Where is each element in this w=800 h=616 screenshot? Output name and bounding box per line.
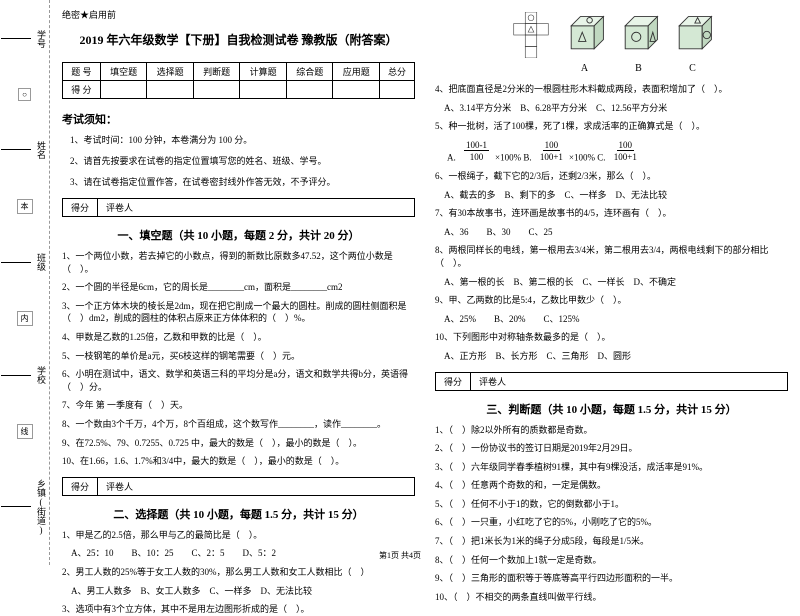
q2-10o: A、正方形 B、长方形 C、三角形 D、圆形 bbox=[435, 350, 788, 363]
q2-5: 5、种一批树，活了100棵，死了1棵，求成活率的正确算式是（ ）。 bbox=[435, 120, 788, 133]
q2-3: 3、选项中有3个立方体，其中不是用左边图形折成的是（ ）。 bbox=[62, 603, 415, 616]
score-table: 题 号 填空题 选择题 判断题 计算题 综合题 应用题 总分 得 分 bbox=[62, 62, 415, 99]
q2-6o: A、截去的多 B、剩下的多 C、一样多 D、无法比较 bbox=[435, 189, 788, 202]
q1-6: 6、小明在测试中，语文、数学和英语三科的平均分是a分，语文和数学共得b分，英语得… bbox=[62, 368, 415, 393]
q3-3: 3、（ ）六年级同学春季植树91棵，其中有9棵没活，成活率是91%。 bbox=[435, 461, 788, 474]
th-2: 选择题 bbox=[147, 63, 194, 81]
q1-9: 9、在72.5%、79、0.7255、0.725 中，最大的数是（ ），最小的数… bbox=[62, 437, 415, 450]
q1-10: 10、在1.66，1.6、1.7%和3/4中，最大的数是（ ），最小的数是（ ）… bbox=[62, 455, 415, 468]
cube-option-a: A bbox=[562, 12, 608, 74]
cube-net bbox=[508, 12, 554, 74]
cube-option-b: B bbox=[616, 12, 662, 74]
secret-label: 绝密★启用前 bbox=[62, 8, 415, 21]
q3-2: 2、（ ）一份协议书的签订日期是2019年2月29日。 bbox=[435, 442, 788, 455]
formula-c: 100100+1 bbox=[614, 139, 637, 164]
q1-1: 1、一个两位小数，若去掉它的小数点，得到的新数比原数多47.52，这个两位小数是… bbox=[62, 250, 415, 275]
th-7: 总分 bbox=[380, 63, 415, 81]
score-box-1: 得分 评卷人 bbox=[62, 198, 415, 217]
q2-1o: A、25：10 B、10：25 C、2：5 D、5：2 bbox=[62, 547, 415, 560]
formula-a: 100-1100 bbox=[464, 139, 489, 164]
score-box-2: 得分 评卷人 bbox=[62, 477, 415, 496]
marker-nei: 内 bbox=[17, 311, 33, 326]
q1-7: 7、今年 第 一季度有（ ）天。 bbox=[62, 399, 415, 412]
section2-title: 二、选择题（共 10 小题，每题 1.5 分，共计 15 分） bbox=[62, 506, 415, 522]
score-box-3: 得分 评卷人 bbox=[435, 372, 788, 391]
q1-5: 5、一枝钢笔的单价是a元，买6枝这样的钢笔需要（ ）元。 bbox=[62, 350, 415, 363]
q1-8: 8、一个数由3个千万，4个万，8个百组成，这个数写作________，读作___… bbox=[62, 418, 415, 431]
notice-2: 2、请首先按要求在试卷的指定位置填写您的姓名、班级、学号。 bbox=[62, 154, 415, 167]
q3-1: 1、（ ）除2以外所有的质数都是奇数。 bbox=[435, 424, 788, 437]
q2-2: 2、男工人数的25%等于女工人数的30%，那么男工人数和女工人数相比（ ） bbox=[62, 566, 415, 579]
q3-9: 9、（ ）三角形的面积等于等底等高平行四边形面积的一半。 bbox=[435, 572, 788, 585]
q3-7: 7、（ ）把1米长为1米的绳子分成5段，每段是1/5米。 bbox=[435, 535, 788, 548]
sidebar-field-xingming: 姓名 bbox=[1, 141, 48, 159]
marker-ben: 本 bbox=[17, 199, 33, 214]
th-5: 综合题 bbox=[286, 63, 333, 81]
q2-1: 1、甲是乙的2.5倍，那么甲与乙的最简比是（ ）。 bbox=[62, 529, 415, 542]
left-column: 绝密★启用前 2019 年六年级数学【下册】自我检测试卷 豫教版（附答案） 题 … bbox=[62, 8, 415, 557]
exam-title: 2019 年六年级数学【下册】自我检测试卷 豫教版（附答案） bbox=[62, 31, 415, 48]
sidebar-field-banji: 班级 bbox=[1, 253, 48, 271]
th-4: 计算题 bbox=[240, 63, 287, 81]
q2-7o: A、36 B、30 C、25 bbox=[435, 226, 788, 239]
notice-title: 考试须知： bbox=[62, 111, 415, 127]
score-box-right: 评卷人 bbox=[98, 199, 141, 216]
q2-8o: A、第一根的长 B、第二根的长 C、一样长 D、不确定 bbox=[435, 276, 788, 289]
q3-6: 6、（ ）一只重，小红吃了它的5%，小刚吃了它的5%。 bbox=[435, 516, 788, 529]
section3-title: 三、判断题（共 10 小题，每题 1.5 分，共计 15 分） bbox=[435, 401, 788, 417]
notice-1: 1、考试时间：100 分钟，本卷满分为 100 分。 bbox=[62, 133, 415, 146]
formula-row: A. 100-1100×100% B. 100100+1×100% C. 100… bbox=[435, 139, 788, 164]
q2-10: 10、下列图形中对称轴条数最多的是（ ）。 bbox=[435, 331, 788, 344]
th-3: 判断题 bbox=[193, 63, 240, 81]
formula-b: 100100+1 bbox=[540, 139, 563, 164]
q2-4o: A、3.14平方分米 B、6.28平方分米 C、12.56平方分米 bbox=[435, 102, 788, 115]
section1-title: 一、填空题（共 10 小题，每题 2 分，共计 20 分） bbox=[62, 227, 415, 243]
score-box-left: 得分 bbox=[63, 199, 98, 216]
binding-sidebar: 学号 ○ 姓名 本 班级 内 学校 线 乡镇(街道) bbox=[0, 0, 50, 565]
q1-3: 3、一个正方体木块的棱长是2dm，现在把它削成一个最大的圆柱。削成的圆柱侧面积是… bbox=[62, 300, 415, 325]
q2-9: 9、甲、乙两数的比是5:4，乙数比甲数少（ ）。 bbox=[435, 294, 788, 307]
th-6: 应用题 bbox=[333, 63, 380, 81]
q2-6: 6、一根绳子，截下它的2/3后，还剩2/3米，那么（ ）。 bbox=[435, 170, 788, 183]
right-column: A B bbox=[435, 8, 788, 557]
notice-3: 3、请在试卷指定位置作答，在试卷密封线外作答无效，不予评分。 bbox=[62, 175, 415, 188]
sidebar-field-xuehao: 学号 bbox=[1, 30, 48, 48]
score-row-label: 得 分 bbox=[63, 81, 101, 99]
q3-8: 8、（ ）任何一个数加上1就一定是奇数。 bbox=[435, 554, 788, 567]
page-footer: 第1页 共4页 bbox=[379, 550, 421, 561]
q3-4: 4、（ ）任意两个奇数的和，一定是偶数。 bbox=[435, 479, 788, 492]
q2-4: 4、把底面直径是2分米的一根圆柱形木料截成两段，表面积增加了（ ）。 bbox=[435, 83, 788, 96]
q3-5: 5、（ ）任何不小于1的数，它的倒数都小于1。 bbox=[435, 498, 788, 511]
q2-8: 8、两根同样长的电线，第一根用去3/4米，第二根用去3/4，两根电线剩下的部分相… bbox=[435, 244, 788, 269]
q2-2o: A、男工人数多 B、女工人数多 C、一样多 D、无法比较 bbox=[62, 585, 415, 598]
marker-xian: 线 bbox=[17, 424, 33, 439]
cube-option-c: C bbox=[670, 12, 716, 74]
q1-4: 4、甲数是乙数的1.25倍，乙数和甲数的比是（ ）。 bbox=[62, 331, 415, 344]
q1-2: 2、一个圆的半径是6cm，它的周长是________cm，面积是________… bbox=[62, 281, 415, 294]
main-content: 绝密★启用前 2019 年六年级数学【下册】自我检测试卷 豫教版（附答案） 题 … bbox=[50, 0, 800, 565]
sidebar-field-xiangzhen: 乡镇(街道) bbox=[1, 479, 48, 535]
q3-10: 10、（ ）不相交的两条直线叫做平行线。 bbox=[435, 591, 788, 604]
cube-diagram: A B bbox=[435, 12, 788, 74]
marker-circle: ○ bbox=[18, 88, 31, 101]
q2-9o: A、25% B、20% C、125% bbox=[435, 313, 788, 326]
th-0: 题 号 bbox=[63, 63, 101, 81]
q2-7: 7、有30本故事书，连环画是故事书的4/5，连环画有（ ）。 bbox=[435, 207, 788, 220]
th-1: 填空题 bbox=[100, 63, 147, 81]
sidebar-field-xuexiao: 学校 bbox=[1, 366, 48, 384]
